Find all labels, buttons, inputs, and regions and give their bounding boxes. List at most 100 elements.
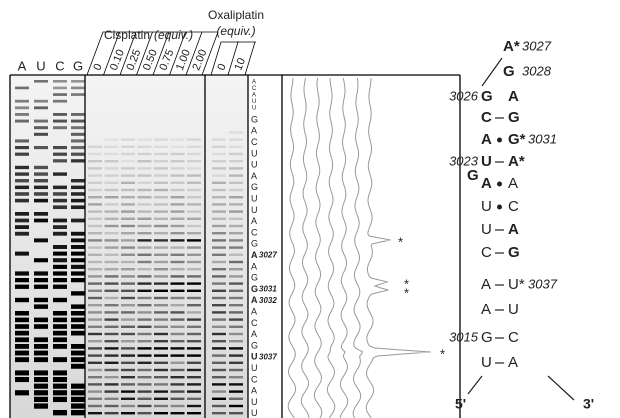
band [187,196,201,198]
base: U [481,198,492,215]
band [53,113,67,116]
band [105,405,119,407]
band [105,347,119,349]
base-number: 3015 [449,329,479,344]
band [88,282,102,284]
band [53,232,67,236]
band [154,174,168,176]
band [15,298,29,302]
band [121,196,135,198]
band [88,239,102,241]
band [212,189,226,191]
band [138,412,152,414]
band [138,282,152,284]
band [154,254,168,256]
band [187,383,201,385]
band [171,138,185,140]
band [34,384,48,389]
band [121,354,135,356]
band [105,203,119,205]
band [15,370,29,375]
base: G [508,244,520,261]
band [229,369,243,371]
band [15,278,29,282]
band [34,285,48,289]
band [187,347,201,349]
band [88,268,102,270]
band [212,232,226,234]
band [212,398,226,400]
band [171,390,185,392]
band [121,268,135,270]
band [229,333,243,335]
band [71,120,85,123]
band [121,369,135,371]
band [15,146,29,149]
band [15,113,29,116]
band [187,275,201,277]
band [71,265,85,269]
trace [353,78,362,418]
sequence-base: U [252,106,256,112]
sequence-base: C [251,318,258,328]
band [171,160,185,162]
band [105,268,119,270]
band [53,370,67,375]
base-pair [497,138,502,143]
band [121,362,135,364]
band [34,403,48,408]
sequence-base: U [251,205,258,215]
band [212,326,226,328]
band [154,318,168,320]
band [105,261,119,263]
band [53,377,67,382]
band [187,225,201,227]
base: A* [508,153,525,170]
band [154,347,168,349]
sequence-base: U [251,408,258,418]
band [212,347,226,349]
band [154,383,168,385]
band [187,390,201,392]
band [105,354,119,356]
band [105,218,119,220]
band [229,318,243,320]
band [229,383,243,385]
band [121,398,135,400]
band [212,412,226,414]
band [229,225,243,227]
trace [314,78,322,418]
band [88,354,102,356]
band [71,199,85,203]
band [15,252,29,256]
band [212,138,226,140]
band [105,304,119,306]
band [154,189,168,191]
band [53,324,67,329]
band [212,218,226,220]
band [53,278,67,282]
band [138,390,152,392]
band [53,384,67,389]
sequence-base: G [251,284,258,294]
band [187,210,201,212]
base: G [508,109,520,126]
band [15,186,29,189]
band [71,126,85,129]
band [171,304,185,306]
band [187,376,201,378]
band [121,138,135,140]
band [212,376,226,378]
base-pair [497,182,502,187]
band [229,290,243,292]
band [229,326,243,328]
band [53,410,67,415]
band [138,297,152,299]
band [15,311,29,316]
band [105,246,119,248]
band [121,153,135,155]
band [229,354,243,356]
band [15,271,29,275]
band [171,225,185,227]
band [53,192,67,196]
